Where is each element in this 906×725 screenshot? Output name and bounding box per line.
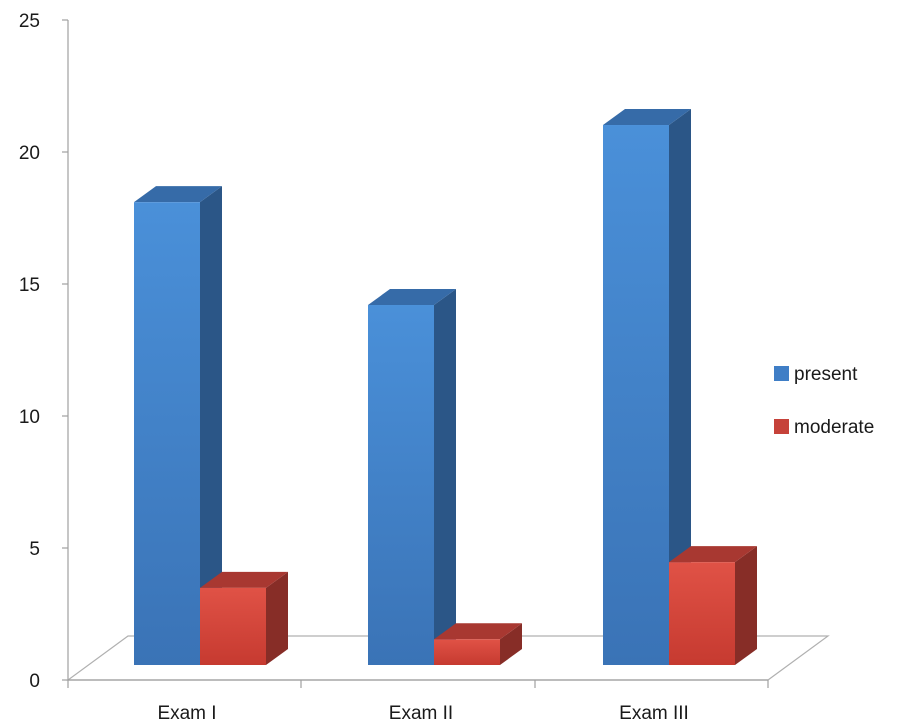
y-tick-label: 5: [29, 539, 40, 560]
x-tick-label: Exam III: [619, 703, 689, 724]
y-tick-label: 20: [19, 143, 40, 164]
bar-front-face: [200, 587, 266, 665]
bar-front-face: [669, 562, 735, 665]
bar-present: [368, 289, 456, 665]
bar-front-face: [434, 639, 500, 665]
bar-moderate: [200, 571, 288, 665]
legend: present moderate: [774, 364, 874, 438]
bar-moderate: [434, 623, 522, 665]
bar-top-face: [669, 546, 757, 563]
legend-swatch: [774, 419, 789, 434]
bar-top-face: [368, 289, 456, 306]
legend-item-moderate: moderate: [774, 417, 874, 438]
bar-front-face: [368, 305, 434, 665]
tick-labels: 0 5 10 15 20 25 Exam I Exam II Exam III: [19, 11, 689, 724]
bar-present: [603, 109, 691, 665]
bar-top-face: [603, 109, 691, 126]
y-tick-label: 15: [19, 275, 40, 296]
legend-label: present: [794, 364, 858, 385]
bar-side-face: [500, 623, 522, 665]
y-tick-label: 0: [29, 671, 40, 692]
y-tick-label: 25: [19, 11, 40, 32]
bars: [134, 109, 757, 665]
bar-top-face: [200, 571, 288, 588]
legend-label: moderate: [794, 417, 874, 438]
bar-moderate: [669, 546, 757, 665]
bar-side-face: [200, 186, 222, 665]
bar-side-face: [434, 289, 456, 665]
bar-top-face: [434, 623, 522, 640]
axes: [62, 19, 769, 688]
y-tick-label: 10: [19, 407, 40, 428]
bar-present: [134, 186, 222, 665]
legend-swatch: [774, 366, 789, 381]
bar-side-face: [266, 571, 288, 665]
x-tick-label: Exam II: [389, 703, 453, 724]
bar-side-face: [735, 546, 757, 665]
bar-front-face: [134, 202, 200, 665]
bar-side-face: [669, 109, 691, 665]
bar-top-face: [134, 186, 222, 203]
legend-item-present: present: [774, 364, 858, 385]
x-tick-label: Exam I: [157, 703, 216, 724]
bar-front-face: [603, 125, 669, 665]
